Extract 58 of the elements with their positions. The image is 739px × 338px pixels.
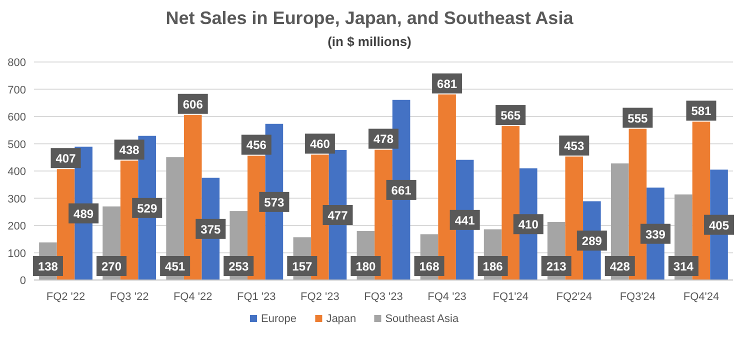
data-label: 213 bbox=[546, 260, 567, 274]
x-tick-label: FQ1'24 bbox=[492, 291, 528, 303]
chart-subtitle: (in $ millions) bbox=[328, 34, 412, 49]
y-tick-label: 300 bbox=[8, 193, 26, 206]
data-label: 339 bbox=[645, 227, 666, 242]
data-label: 456 bbox=[246, 138, 267, 152]
data-label: 581 bbox=[691, 104, 712, 118]
legend-label: Japan bbox=[326, 313, 356, 325]
x-tick-label: FQ4 '23 bbox=[428, 291, 466, 303]
y-tick-label: 200 bbox=[8, 220, 26, 232]
x-tick-label: FQ2 '22 bbox=[46, 291, 86, 303]
data-label: 661 bbox=[391, 183, 412, 198]
data-label: 138 bbox=[38, 260, 58, 274]
data-label: 573 bbox=[264, 195, 285, 210]
data-label: 489 bbox=[74, 206, 94, 221]
x-tick-label: FQ4 '22 bbox=[173, 291, 212, 303]
data-label: 407 bbox=[56, 152, 76, 166]
x-tick-label: FQ3 '22 bbox=[110, 291, 149, 303]
x-tick-label: FQ3 '23 bbox=[364, 291, 403, 303]
data-label: 681 bbox=[437, 76, 458, 91]
x-tick-label: FQ3'24 bbox=[620, 291, 656, 303]
data-label: 405 bbox=[709, 218, 730, 232]
y-tick-label: 700 bbox=[8, 84, 26, 96]
data-label: 253 bbox=[228, 260, 249, 274]
y-tick-label: 500 bbox=[8, 138, 26, 151]
data-label: 375 bbox=[200, 222, 221, 236]
x-tick-label: FQ2'24 bbox=[556, 291, 592, 303]
data-label: 186 bbox=[482, 260, 504, 274]
data-label: 555 bbox=[628, 111, 648, 126]
data-label: 314 bbox=[673, 260, 694, 274]
y-tick-label: 600 bbox=[8, 112, 26, 124]
y-tick-label: 400 bbox=[8, 166, 26, 178]
chart-title: Net Sales in Europe, Japan, and Southeast Asia bbox=[166, 8, 574, 28]
data-label: 451 bbox=[165, 260, 186, 274]
x-tick-label: FQ1 '23 bbox=[237, 291, 276, 303]
data-label: 453 bbox=[564, 139, 584, 154]
data-label: 168 bbox=[419, 260, 440, 274]
data-label: 529 bbox=[137, 201, 158, 216]
y-tick-label: 800 bbox=[8, 57, 26, 69]
data-label: 410 bbox=[518, 218, 539, 232]
data-label: 478 bbox=[373, 132, 394, 146]
x-tick-label: FQ4'24 bbox=[683, 291, 720, 303]
data-label: 289 bbox=[582, 234, 602, 248]
data-label: 180 bbox=[356, 260, 376, 274]
data-label: 270 bbox=[102, 260, 122, 274]
x-tick-label: FQ2 '23 bbox=[300, 291, 340, 303]
y-tick-label: 0 bbox=[20, 275, 26, 287]
data-label: 565 bbox=[500, 108, 521, 123]
legend-label: Southeast Asia bbox=[385, 313, 460, 325]
data-label: 477 bbox=[328, 208, 348, 223]
data-label: 428 bbox=[610, 260, 630, 274]
data-label: 441 bbox=[454, 213, 476, 228]
data-label: 606 bbox=[182, 97, 204, 112]
data-label: 157 bbox=[292, 260, 312, 274]
data-label: 438 bbox=[119, 143, 140, 158]
y-tick-label: 100 bbox=[8, 248, 26, 260]
data-label: 460 bbox=[310, 137, 330, 152]
legend-label: Europe bbox=[261, 313, 296, 325]
